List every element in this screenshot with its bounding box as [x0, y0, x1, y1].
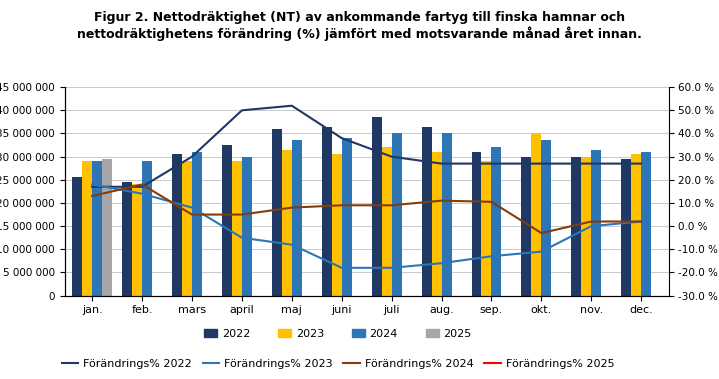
Bar — [102, 159, 112, 296]
Förändrings% 2022 — [288, 103, 296, 108]
Bar — [342, 138, 352, 296]
Bar — [421, 127, 431, 296]
Bar — [132, 185, 142, 296]
Förändrings% 2022 — [487, 161, 496, 166]
Bar — [631, 154, 641, 296]
Bar — [541, 141, 551, 296]
Bar — [482, 161, 492, 296]
Legend: 2022, 2023, 2024, 2025: 2022, 2023, 2024, 2025 — [200, 324, 476, 343]
Förändrings% 2022 — [587, 161, 595, 166]
Legend: Förändrings% 2022, Förändrings% 2023, Förändrings% 2024, Förändrings% 2025: Förändrings% 2022, Förändrings% 2023, Fö… — [58, 354, 618, 373]
Förändrings% 2024 — [138, 182, 147, 187]
Bar — [582, 157, 591, 296]
Förändrings% 2023 — [138, 191, 147, 196]
Bar — [282, 150, 292, 296]
Förändrings% 2024 — [587, 219, 595, 224]
Förändrings% 2024 — [237, 212, 246, 217]
Förändrings% 2022 — [388, 154, 396, 159]
Bar — [242, 157, 252, 296]
Bar — [431, 152, 441, 296]
Förändrings% 2023 — [637, 219, 646, 224]
Bar — [272, 129, 282, 296]
Bar — [621, 159, 631, 296]
Bar — [372, 117, 382, 296]
Förändrings% 2022 — [88, 185, 96, 189]
Förändrings% 2024 — [288, 205, 296, 210]
Förändrings% 2023 — [487, 254, 496, 258]
Förändrings% 2022 — [537, 161, 546, 166]
Förändrings% 2024 — [637, 219, 646, 224]
Bar — [531, 133, 541, 296]
Bar — [192, 152, 202, 296]
Förändrings% 2023 — [388, 266, 396, 270]
Förändrings% 2024 — [537, 231, 546, 235]
Bar — [142, 161, 152, 296]
Förändrings% 2022 — [237, 108, 246, 113]
Line: Förändrings% 2022: Förändrings% 2022 — [92, 106, 641, 187]
Bar — [232, 161, 242, 296]
Förändrings% 2022 — [637, 161, 646, 166]
Bar — [182, 161, 192, 296]
Förändrings% 2024 — [188, 212, 196, 217]
Bar — [382, 147, 392, 296]
Bar — [72, 177, 82, 296]
Bar — [572, 157, 582, 296]
Förändrings% 2023 — [587, 224, 595, 229]
Bar — [222, 145, 232, 296]
Förändrings% 2022 — [138, 185, 147, 189]
Bar — [591, 150, 601, 296]
Förändrings% 2024 — [388, 203, 396, 208]
Line: Förändrings% 2023: Förändrings% 2023 — [92, 185, 641, 268]
Bar — [122, 182, 132, 296]
Bar — [322, 127, 331, 296]
Bar — [472, 152, 482, 296]
Bar — [92, 161, 102, 296]
Förändrings% 2023 — [237, 235, 246, 240]
Förändrings% 2024 — [487, 199, 496, 204]
Bar — [521, 157, 531, 296]
Bar — [641, 152, 651, 296]
Förändrings% 2024 — [437, 198, 446, 203]
Förändrings% 2023 — [537, 249, 546, 254]
Bar — [292, 141, 302, 296]
Bar — [82, 161, 92, 296]
Förändrings% 2022 — [188, 154, 196, 159]
Förändrings% 2022 — [437, 161, 446, 166]
Förändrings% 2023 — [288, 243, 296, 247]
Förändrings% 2023 — [337, 266, 346, 270]
Förändrings% 2022 — [337, 136, 346, 140]
Text: Figur 2. Nettodräktighet (NT) av ankommande fartyg till finska hamnar och
nettod: Figur 2. Nettodräktighet (NT) av ankomma… — [77, 11, 642, 41]
Bar — [441, 133, 452, 296]
Förändrings% 2023 — [88, 182, 96, 187]
Förändrings% 2023 — [437, 261, 446, 265]
Bar — [172, 154, 182, 296]
Bar — [392, 133, 402, 296]
Bar — [331, 154, 342, 296]
Bar — [492, 147, 501, 296]
Förändrings% 2023 — [188, 205, 196, 210]
Förändrings% 2024 — [337, 203, 346, 208]
Line: Förändrings% 2024: Förändrings% 2024 — [92, 185, 641, 233]
Förändrings% 2024 — [88, 194, 96, 198]
